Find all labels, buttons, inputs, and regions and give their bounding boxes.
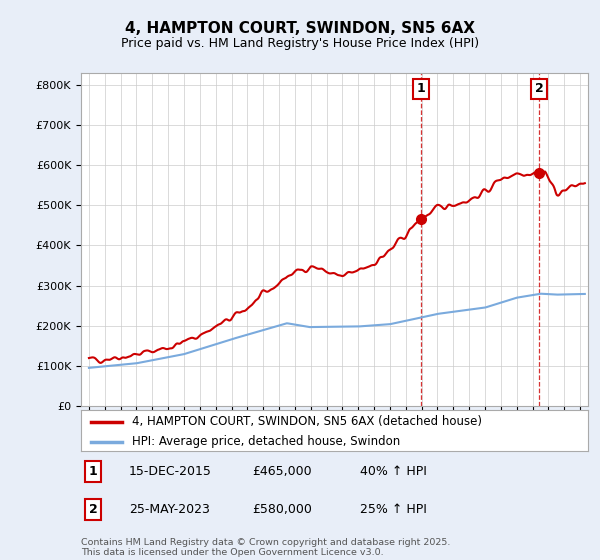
Text: HPI: Average price, detached house, Swindon: HPI: Average price, detached house, Swin… <box>132 436 400 449</box>
Text: 25% ↑ HPI: 25% ↑ HPI <box>360 503 427 516</box>
Text: 15-DEC-2015: 15-DEC-2015 <box>129 465 212 478</box>
Text: Price paid vs. HM Land Registry's House Price Index (HPI): Price paid vs. HM Land Registry's House … <box>121 37 479 50</box>
Text: 2: 2 <box>535 82 543 95</box>
Text: 1: 1 <box>416 82 425 95</box>
Text: £465,000: £465,000 <box>252 465 311 478</box>
Text: 2: 2 <box>89 503 97 516</box>
Text: 4, HAMPTON COURT, SWINDON, SN5 6AX (detached house): 4, HAMPTON COURT, SWINDON, SN5 6AX (deta… <box>132 416 482 428</box>
Text: 25-MAY-2023: 25-MAY-2023 <box>129 503 210 516</box>
Text: Contains HM Land Registry data © Crown copyright and database right 2025.
This d: Contains HM Land Registry data © Crown c… <box>81 538 451 557</box>
Text: 1: 1 <box>89 465 97 478</box>
Text: 4, HAMPTON COURT, SWINDON, SN5 6AX: 4, HAMPTON COURT, SWINDON, SN5 6AX <box>125 21 475 36</box>
Text: £580,000: £580,000 <box>252 503 312 516</box>
Text: 40% ↑ HPI: 40% ↑ HPI <box>360 465 427 478</box>
